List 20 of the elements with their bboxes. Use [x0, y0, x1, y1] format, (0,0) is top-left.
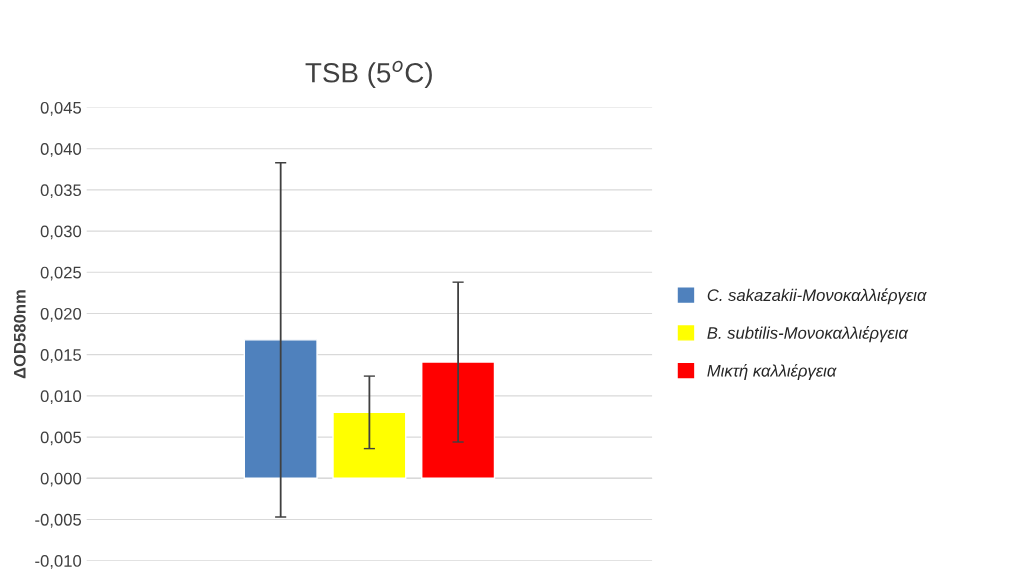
y-tick-label: 0,045 — [40, 101, 82, 116]
y-tick-label: 0,030 — [40, 225, 82, 240]
chart-title: TSB (5$^{o}$C) — [305, 60, 432, 89]
y-tick-label: 0,010 — [40, 390, 82, 405]
legend-label: Μικτή καλλιέργεια — [707, 363, 837, 380]
bar — [421, 361, 496, 479]
y-tick-label: 0,020 — [40, 307, 82, 322]
y-tick-label: 0,005 — [40, 431, 82, 446]
y-tick-label: 0,025 — [40, 266, 82, 281]
y-tick-label: 0,040 — [40, 143, 82, 157]
legend-label: C. sakazakii-Μονοκαλλιέργεια — [707, 288, 927, 305]
y-axis-title: ΔOD580nm — [13, 290, 26, 379]
y-tick-label: -0,005 — [35, 513, 82, 528]
y-tick-label: 0,000 — [40, 472, 82, 487]
bar — [332, 411, 407, 479]
legend-label: B. subtilis-Μονοκαλλιέργεια — [707, 326, 909, 343]
y-tick-label: 0,015 — [40, 349, 82, 363]
bar — [243, 339, 318, 479]
y-tick-label: 0,035 — [40, 184, 82, 199]
y-tick-label: -0,010 — [35, 555, 82, 569]
